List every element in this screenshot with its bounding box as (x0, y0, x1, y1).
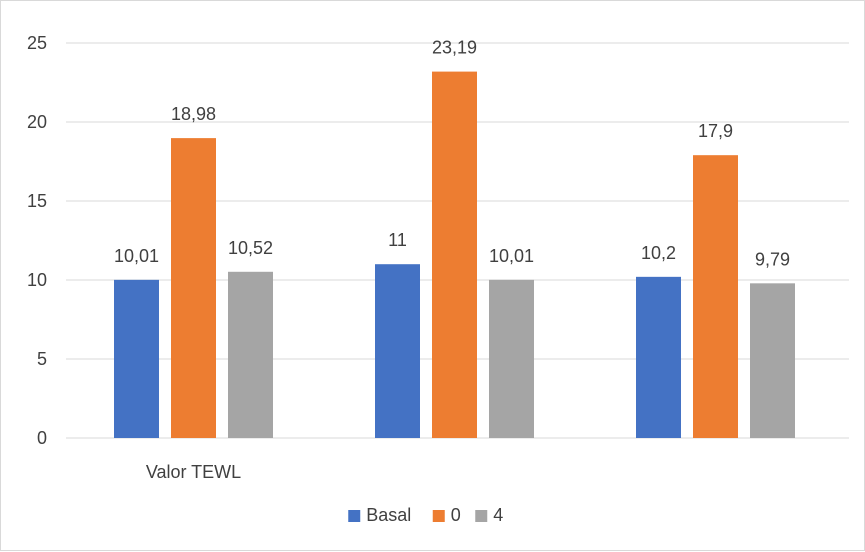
data-label: 23,19 (432, 38, 477, 58)
bar-2-3 (693, 155, 738, 438)
bar-1-2 (375, 264, 420, 438)
data-label: 10,52 (228, 238, 273, 258)
y-tick-label: 25 (27, 33, 47, 53)
legend-entry: 0 (451, 505, 461, 525)
bar-3-1 (228, 271, 273, 438)
bars (114, 71, 795, 439)
data-labels: 10,01 18,98 10,52 11 23,19 10,01 10,2 17,9 9,79 (114, 38, 790, 270)
data-label: 10,2 (641, 243, 676, 263)
y-tick-label: 20 (27, 112, 47, 132)
data-label: 10,01 (489, 246, 534, 266)
legend-swatch-3 (475, 510, 488, 522)
bar-3-3 (750, 283, 795, 438)
y-tick-label: 5 (37, 349, 47, 369)
legend-entry: 4 (493, 505, 503, 525)
legend-swatch-1 (348, 510, 361, 522)
legend-swatch-2 (432, 510, 445, 522)
data-label: 9,79 (755, 249, 790, 269)
data-label: 17,9 (698, 121, 733, 141)
data-label: 10,01 (114, 246, 159, 266)
bar-1-1 (114, 279, 159, 438)
bar-2-1 (171, 138, 216, 438)
bar-1-3 (636, 276, 681, 438)
data-label: 11 (388, 230, 407, 250)
legend: Basal 0 4 (348, 505, 503, 525)
bar-2-2 (432, 71, 477, 439)
y-axis-ticks: 0 5 10 15 20 25 (27, 33, 47, 448)
category-label: Valor TEWL (146, 462, 241, 482)
category-labels: Valor TEWL (146, 462, 241, 482)
y-tick-label: 15 (27, 191, 47, 211)
data-label: 18,98 (171, 104, 216, 124)
bar-3-2 (489, 279, 534, 438)
y-tick-label: 10 (27, 270, 47, 290)
legend-entry: Basal (366, 505, 411, 525)
y-tick-label: 0 (37, 428, 47, 448)
